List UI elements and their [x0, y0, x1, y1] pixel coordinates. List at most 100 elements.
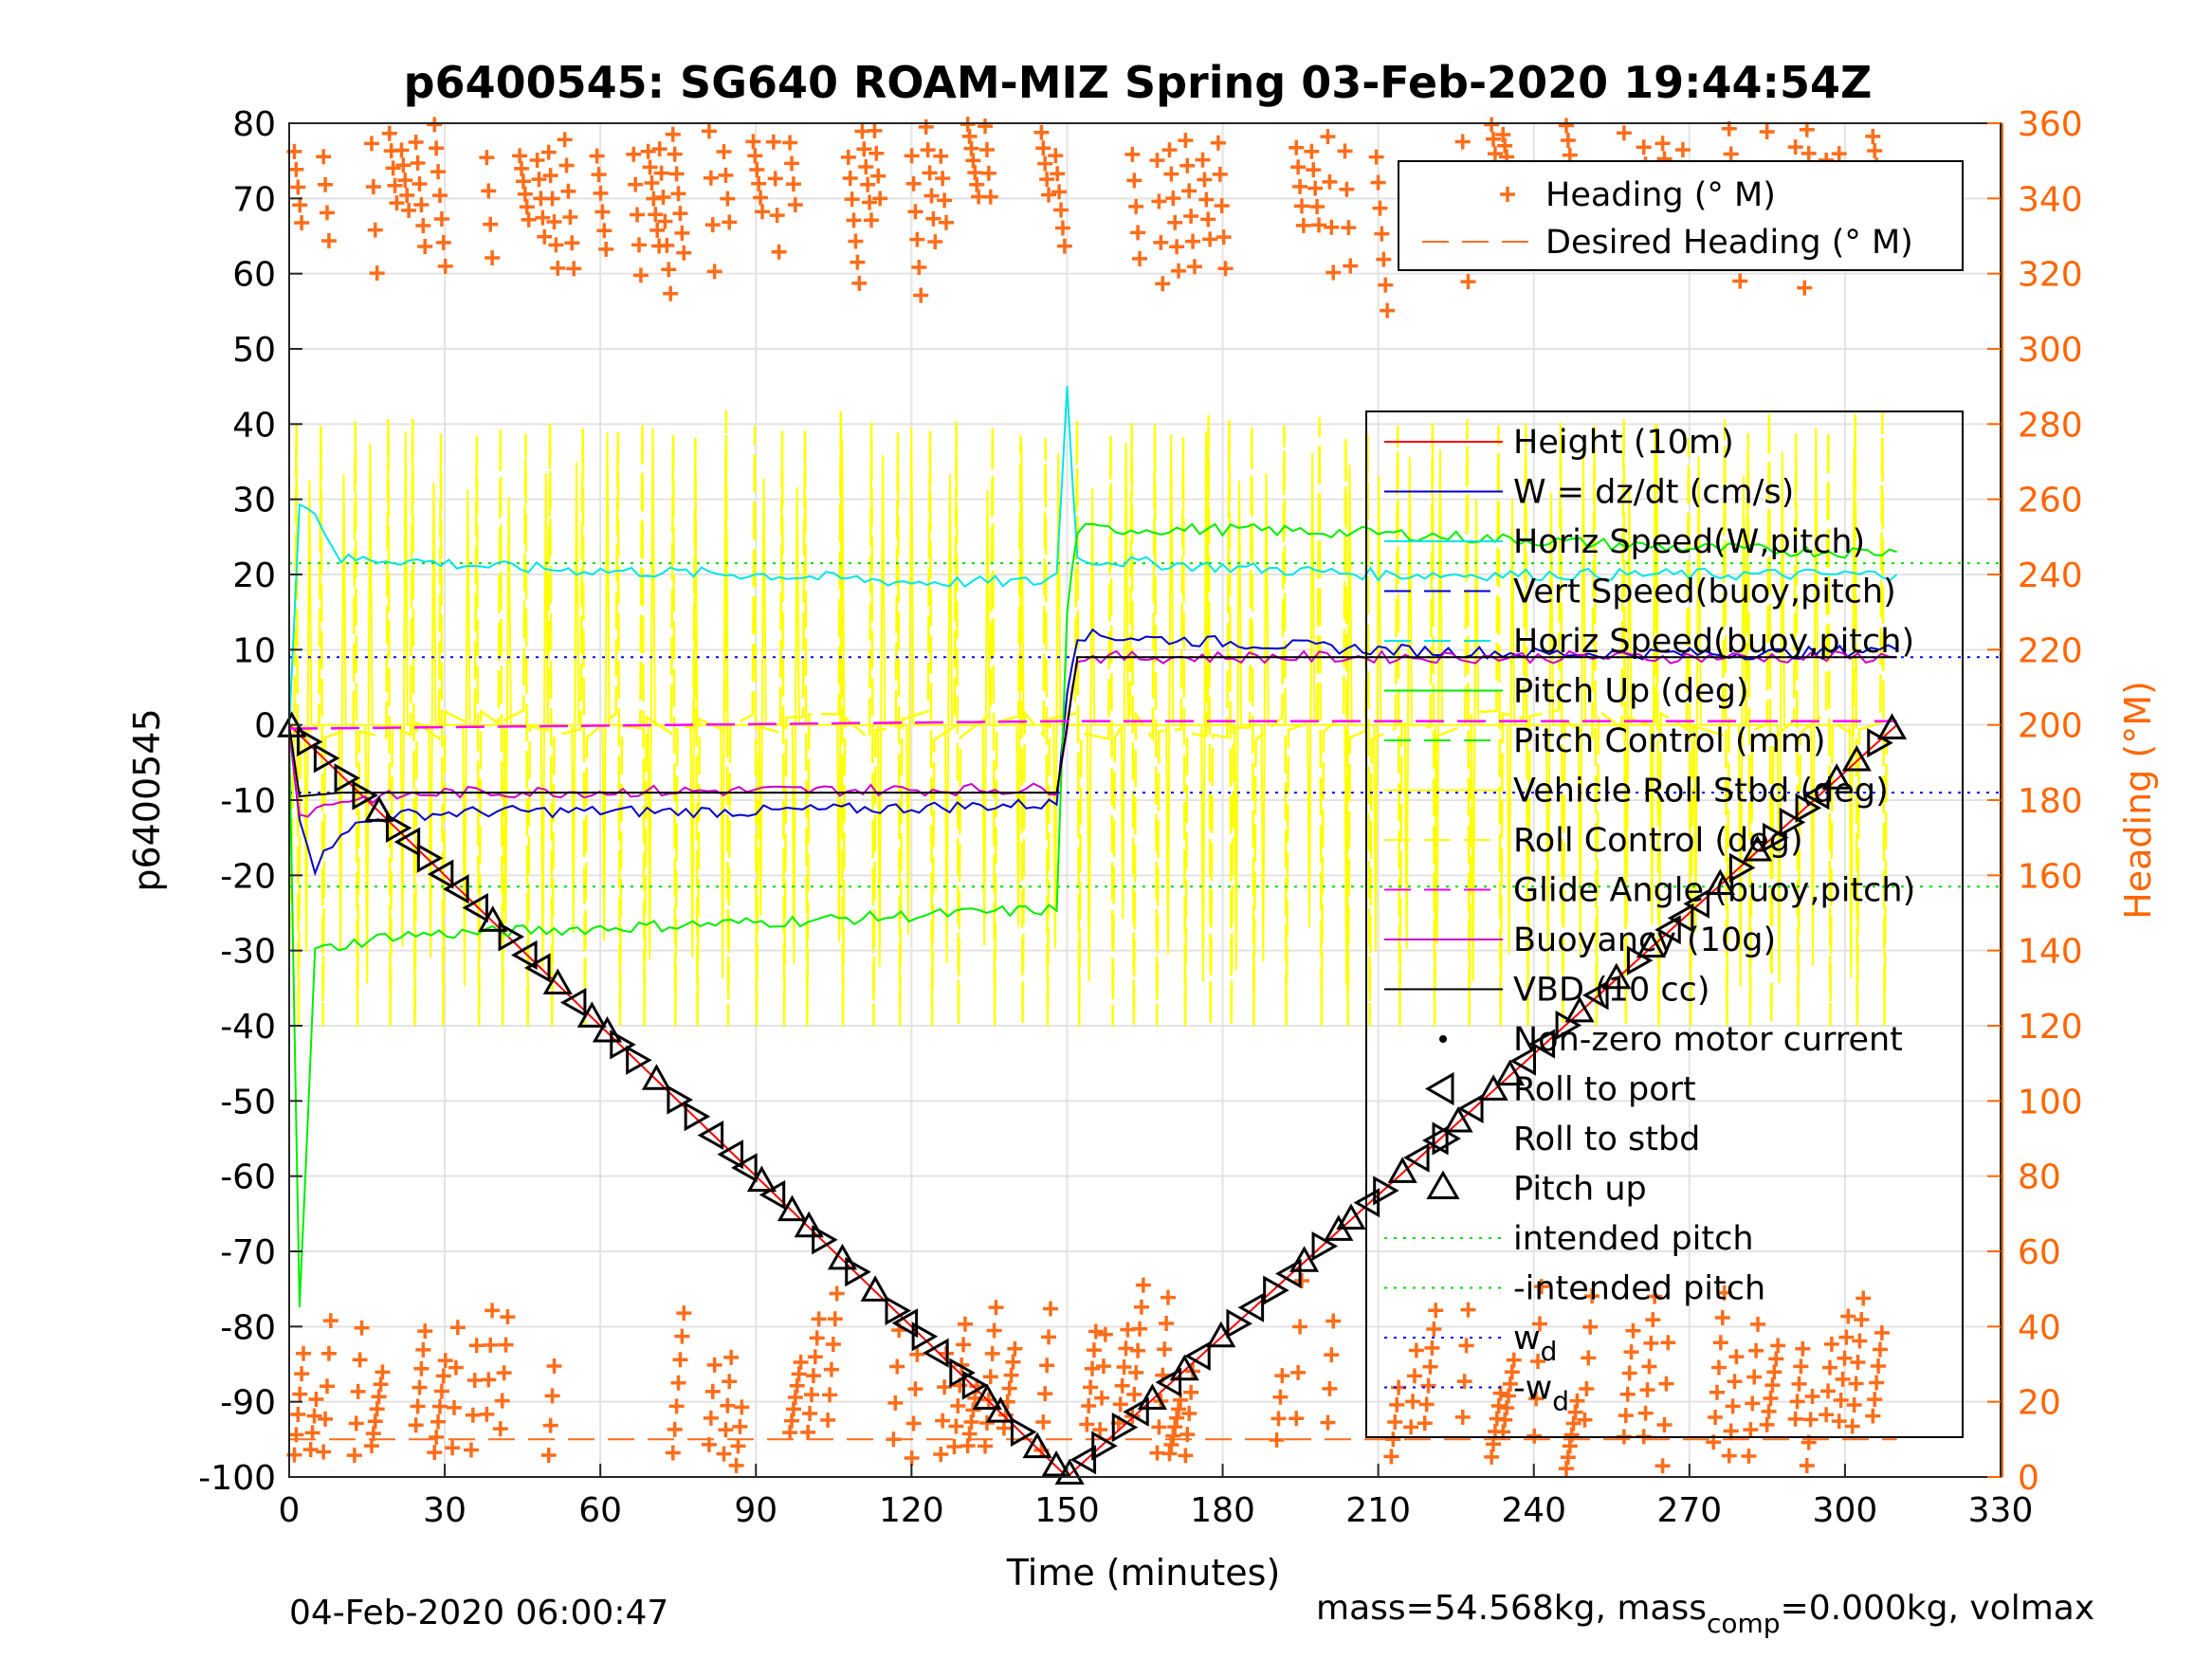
- heading-marker: [986, 1322, 1002, 1339]
- heading-marker: [429, 1429, 445, 1445]
- heading-marker: [1458, 1338, 1474, 1354]
- heading-marker: [935, 171, 951, 187]
- y-tick-label-right: 260: [2018, 482, 2083, 520]
- y-tick-label-right: 180: [2018, 782, 2083, 821]
- profile-marker: [1184, 1340, 1211, 1371]
- heading-marker: [1497, 1412, 1513, 1428]
- y-tick-label-left: 30: [232, 482, 276, 520]
- heading-marker: [1178, 133, 1194, 149]
- chart-title: p6400545: SG640 ROAM-MIZ Spring 03-Feb-2…: [404, 57, 1873, 108]
- heading-marker: [628, 176, 644, 192]
- heading-marker: [706, 264, 722, 280]
- footer-mass-sub: comp: [1707, 1608, 1781, 1639]
- y-tick-label-left: 20: [232, 556, 276, 595]
- heading-marker: [1001, 1380, 1017, 1396]
- heading-marker: [907, 204, 923, 220]
- heading-marker: [463, 1442, 479, 1458]
- heading-marker: [860, 176, 876, 192]
- heading-marker: [927, 233, 943, 249]
- heading-marker: [1727, 1374, 1743, 1390]
- heading-marker: [653, 165, 669, 181]
- heading-marker: [1167, 1419, 1183, 1435]
- heading-marker: [1372, 200, 1388, 216]
- legend-label: Glide Angle (buoy,pitch): [1513, 872, 1915, 910]
- heading-marker: [889, 1358, 905, 1375]
- heading-marker: [1126, 1386, 1143, 1402]
- heading-marker: [1161, 142, 1178, 158]
- heading-marker: [663, 285, 679, 301]
- heading-marker: [720, 1397, 736, 1413]
- heading-marker: [1787, 139, 1803, 155]
- profile-marker: [498, 921, 525, 952]
- heading-marker: [1579, 1381, 1595, 1397]
- heading-marker: [435, 1368, 451, 1384]
- heading-marker: [807, 1349, 823, 1365]
- heading-marker: [1165, 191, 1181, 207]
- heading-marker: [1850, 1355, 1866, 1370]
- heading-marker: [676, 245, 692, 261]
- heading-marker: [1307, 180, 1324, 196]
- heading-marker: [318, 176, 334, 192]
- heading-marker: [1562, 1438, 1578, 1454]
- profile-marker: [1763, 822, 1789, 853]
- heading-marker: [1501, 1388, 1516, 1404]
- heading-marker: [905, 175, 922, 191]
- heading-marker: [933, 148, 949, 164]
- heading-marker: [1848, 1376, 1864, 1392]
- heading-marker: [840, 149, 856, 165]
- heading-marker: [1732, 273, 1748, 289]
- heading-marker: [848, 233, 864, 249]
- profile-marker: [827, 1243, 858, 1270]
- heading-marker: [827, 1311, 843, 1327]
- heading-marker: [676, 1305, 692, 1322]
- heading-marker: [479, 150, 495, 166]
- heading-marker: [564, 235, 580, 251]
- axis-ticks: 0 30 60 90 120 150 180 210 240 270 300 330807060504…: [198, 105, 2082, 1530]
- profile-marker: [626, 1045, 652, 1075]
- heading-marker: [1647, 1288, 1663, 1304]
- heading-marker: [431, 1398, 448, 1414]
- heading-marker: [1584, 1288, 1600, 1304]
- profile-marker: [1022, 1431, 1052, 1459]
- pitch-roll-markers: [277, 711, 1908, 1486]
- heading-marker: [521, 211, 537, 228]
- heading-marker: [787, 196, 803, 212]
- heading-marker: [978, 1415, 995, 1431]
- heading-marker: [1378, 277, 1394, 293]
- heading-marker: [909, 1346, 925, 1362]
- heading-marker: [1197, 172, 1213, 188]
- heading-marker: [594, 204, 611, 220]
- heading-marker: [1183, 209, 1199, 225]
- profile-marker: [1509, 1046, 1536, 1076]
- y-axis-right-label: Heading (°M): [2117, 681, 2159, 920]
- heading-marker: [918, 118, 934, 135]
- heading-legend-label: Desired Heading (° M): [1545, 224, 1913, 262]
- heading-marker: [1745, 1395, 1761, 1412]
- heading-marker: [548, 237, 564, 253]
- heading-marker: [716, 1446, 732, 1462]
- heading-marker: [769, 208, 785, 224]
- heading-marker: [1095, 1358, 1111, 1375]
- heading-marker: [320, 232, 337, 248]
- heading-marker: [1124, 146, 1141, 162]
- heading-marker: [437, 1353, 453, 1369]
- heading-marker: [1039, 172, 1055, 188]
- heading-marker: [1558, 1461, 1574, 1477]
- heading-marker: [560, 183, 576, 199]
- x-tick-label: 240: [1501, 1491, 1566, 1530]
- heading-marker: [1725, 1398, 1741, 1414]
- heading-marker: [1801, 145, 1817, 161]
- heading-marker: [389, 195, 405, 211]
- heading-marker: [1831, 1413, 1847, 1430]
- profile-marker: [511, 939, 538, 971]
- heading-marker: [1460, 1302, 1476, 1318]
- heading-marker: [1183, 1384, 1199, 1400]
- heading-marker: [1272, 1389, 1289, 1405]
- heading-marker: [1802, 1412, 1819, 1428]
- heading-legend-items: Heading (° M) Desired Heading (° M): [1422, 176, 1913, 262]
- heading-marker: [1370, 174, 1386, 191]
- heading-marker: [734, 1399, 750, 1415]
- heading-marker: [1198, 191, 1215, 208]
- profile-marker: [1010, 1416, 1037, 1448]
- heading-marker: [672, 1352, 688, 1368]
